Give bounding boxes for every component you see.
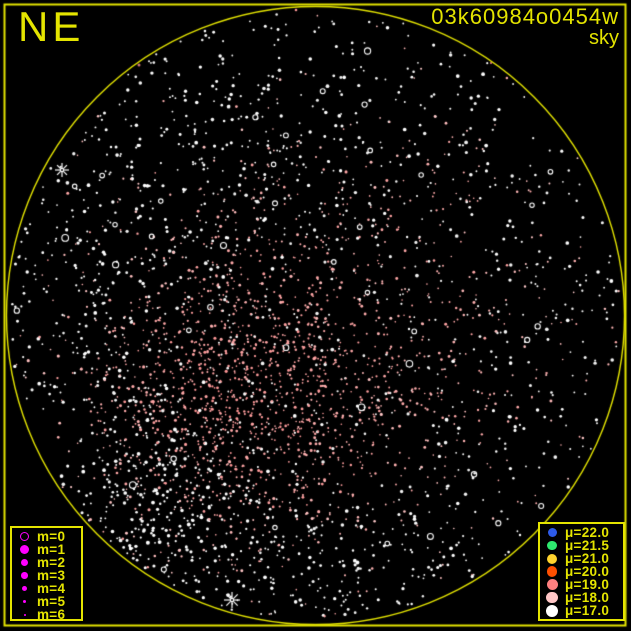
legend-symbol-icon xyxy=(544,528,560,537)
mu-legend-row: μ=21.5 xyxy=(544,539,623,552)
magnitude-legend-row: m=0 xyxy=(17,530,81,543)
legend-label: m=4 xyxy=(37,580,66,596)
magnitude-legend-row: m=6 xyxy=(17,608,81,621)
orientation-label: NE xyxy=(18,3,85,50)
legend-label: μ=21.5 xyxy=(565,537,610,553)
legend-label: μ=18.0 xyxy=(565,589,610,605)
legend-symbol-icon xyxy=(544,553,560,564)
legend-label: μ=22.0 xyxy=(565,524,610,540)
legend-label: m=5 xyxy=(37,593,66,609)
legend-symbol-icon xyxy=(17,586,32,591)
legend-symbol-icon xyxy=(17,531,32,542)
legend-symbol-icon xyxy=(544,604,560,617)
mu-legend-row: μ=18.0 xyxy=(544,591,623,604)
legend-label: μ=19.0 xyxy=(565,576,610,592)
legend-symbol-icon xyxy=(17,572,32,579)
mu-legend-row: μ=19.0 xyxy=(544,578,623,591)
magnitude-legend: m=0 m=1 m=2 m=3 m=4 m=5 m=6 xyxy=(10,526,83,621)
legend-label: μ=20.0 xyxy=(565,563,610,579)
legend-symbol-icon xyxy=(17,558,32,567)
magnitude-legend-row: m=2 xyxy=(17,556,81,569)
legend-label: m=3 xyxy=(37,567,66,583)
mu-legend-row: μ=20.0 xyxy=(544,565,623,578)
legend-label: m=1 xyxy=(37,541,66,557)
magnitude-legend-row: m=4 xyxy=(17,582,81,595)
plot-title: 03k60984o0454w xyxy=(431,4,619,29)
plot-header: 03k60984o0454w sky xyxy=(431,5,619,49)
legend-label: m=6 xyxy=(37,606,66,622)
magnitude-legend-row: m=3 xyxy=(17,569,81,582)
legend-symbol-icon xyxy=(17,599,32,604)
legend-symbol-icon xyxy=(544,566,560,577)
mu-legend-row: μ=21.0 xyxy=(544,552,623,565)
legend-symbol-icon xyxy=(544,579,560,590)
mu-legend-row: μ=22.0 xyxy=(544,526,623,539)
legend-symbol-icon xyxy=(544,540,560,551)
magnitude-legend-row: m=1 xyxy=(17,543,81,556)
legend-label: m=0 xyxy=(37,528,66,544)
legend-label: μ=17.0 xyxy=(565,602,610,618)
legend-label: μ=21.0 xyxy=(565,550,610,566)
mu-legend: μ=22.0 μ=21.5 μ=21.0 μ=20.0 μ=19.0 μ=18.0 μ=17… xyxy=(538,522,625,621)
legend-symbol-icon xyxy=(17,613,32,616)
plot-subtitle: sky xyxy=(589,27,619,50)
legend-label: m=2 xyxy=(37,554,66,570)
magnitude-legend-row: m=5 xyxy=(17,595,81,608)
legend-symbol-icon xyxy=(544,591,560,604)
mu-legend-row: μ=17.0 xyxy=(544,604,623,617)
legend-symbol-icon xyxy=(17,545,32,554)
